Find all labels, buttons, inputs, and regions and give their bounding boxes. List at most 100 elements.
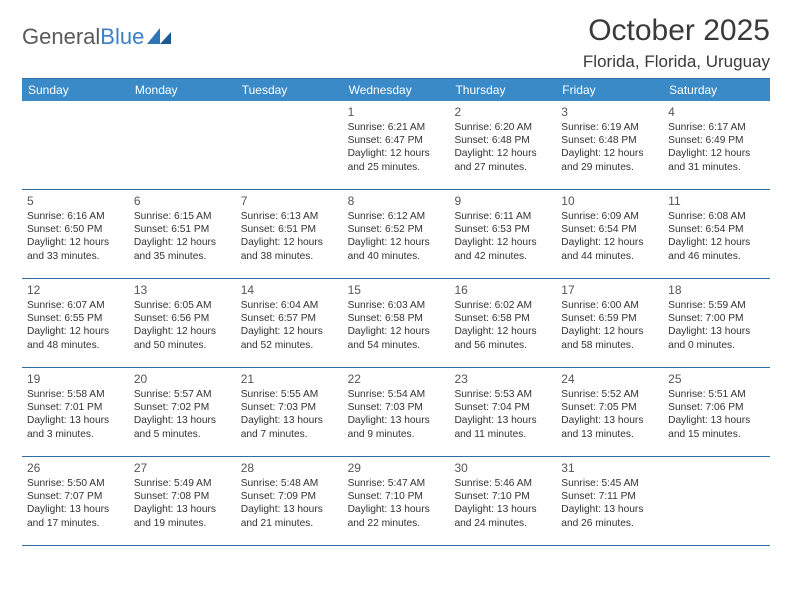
day-detail-line: and 38 minutes. [241, 250, 338, 263]
day-detail-line: Sunset: 6:51 PM [241, 223, 338, 236]
day-detail-line: Daylight: 13 hours [134, 503, 231, 516]
day-number: 6 [134, 194, 231, 209]
day-cell: 15Sunrise: 6:03 AMSunset: 6:58 PMDayligh… [343, 279, 450, 367]
day-cell: 21Sunrise: 5:55 AMSunset: 7:03 PMDayligh… [236, 368, 343, 456]
day-detail-line: and 3 minutes. [27, 428, 124, 441]
day-detail-line: and 40 minutes. [348, 250, 445, 263]
day-detail-line: Daylight: 13 hours [561, 414, 658, 427]
logo-text: GeneralBlue [22, 24, 144, 50]
day-detail-line: Sunrise: 6:20 AM [454, 121, 551, 134]
day-detail-line: Sunrise: 6:19 AM [561, 121, 658, 134]
day-detail-line: Sunset: 7:11 PM [561, 490, 658, 503]
day-detail-line: Sunrise: 5:58 AM [27, 388, 124, 401]
day-detail-line: and 11 minutes. [454, 428, 551, 441]
day-detail-line: and 50 minutes. [134, 339, 231, 352]
day-detail-line: and 31 minutes. [668, 161, 765, 174]
day-detail-line: Sunset: 6:48 PM [454, 134, 551, 147]
day-cell: 28Sunrise: 5:48 AMSunset: 7:09 PMDayligh… [236, 457, 343, 545]
day-number: 30 [454, 461, 551, 476]
day-cell: 26Sunrise: 5:50 AMSunset: 7:07 PMDayligh… [22, 457, 129, 545]
day-detail-line: Daylight: 12 hours [134, 325, 231, 338]
day-cell: 14Sunrise: 6:04 AMSunset: 6:57 PMDayligh… [236, 279, 343, 367]
day-detail-line: Sunrise: 5:57 AM [134, 388, 231, 401]
day-number: 29 [348, 461, 445, 476]
day-detail-line: and 46 minutes. [668, 250, 765, 263]
day-detail-line: Sunset: 7:02 PM [134, 401, 231, 414]
day-cell: 11Sunrise: 6:08 AMSunset: 6:54 PMDayligh… [663, 190, 770, 278]
day-detail-line: and 5 minutes. [134, 428, 231, 441]
day-detail-line: Daylight: 13 hours [454, 414, 551, 427]
day-number: 5 [27, 194, 124, 209]
logo-text-blue: Blue [100, 24, 144, 49]
day-number: 19 [27, 372, 124, 387]
day-header: Friday [556, 79, 663, 101]
day-number: 16 [454, 283, 551, 298]
day-number: 23 [454, 372, 551, 387]
day-detail-line: Daylight: 13 hours [27, 414, 124, 427]
day-cell: 29Sunrise: 5:47 AMSunset: 7:10 PMDayligh… [343, 457, 450, 545]
day-detail-line: Sunrise: 6:16 AM [27, 210, 124, 223]
day-detail-line: Sunset: 6:58 PM [348, 312, 445, 325]
day-detail-line: Daylight: 13 hours [348, 503, 445, 516]
day-number: 26 [27, 461, 124, 476]
day-number: 12 [27, 283, 124, 298]
day-detail-line: and 27 minutes. [454, 161, 551, 174]
day-detail-line: and 25 minutes. [348, 161, 445, 174]
day-detail-line: Sunset: 6:57 PM [241, 312, 338, 325]
day-number: 11 [668, 194, 765, 209]
day-detail-line: Sunrise: 5:55 AM [241, 388, 338, 401]
day-number: 14 [241, 283, 338, 298]
day-detail-line: Sunrise: 6:00 AM [561, 299, 658, 312]
day-cell: 23Sunrise: 5:53 AMSunset: 7:04 PMDayligh… [449, 368, 556, 456]
day-detail-line: Sunrise: 6:13 AM [241, 210, 338, 223]
day-cell: 7Sunrise: 6:13 AMSunset: 6:51 PMDaylight… [236, 190, 343, 278]
day-detail-line: Daylight: 12 hours [241, 236, 338, 249]
day-detail-line: and 52 minutes. [241, 339, 338, 352]
day-detail-line: Sunset: 6:48 PM [561, 134, 658, 147]
day-detail-line: and 44 minutes. [561, 250, 658, 263]
month-title: October 2025 [583, 14, 770, 48]
day-detail-line: Sunrise: 6:04 AM [241, 299, 338, 312]
day-detail-line: Sunset: 7:05 PM [561, 401, 658, 414]
day-detail-line: and 0 minutes. [668, 339, 765, 352]
day-cell-empty [236, 101, 343, 189]
day-header: Sunday [22, 79, 129, 101]
day-detail-line: Sunset: 6:56 PM [134, 312, 231, 325]
day-header: Tuesday [236, 79, 343, 101]
day-number: 25 [668, 372, 765, 387]
day-detail-line: Sunrise: 5:50 AM [27, 477, 124, 490]
day-cell: 20Sunrise: 5:57 AMSunset: 7:02 PMDayligh… [129, 368, 236, 456]
day-number: 7 [241, 194, 338, 209]
day-detail-line: Sunrise: 6:08 AM [668, 210, 765, 223]
day-detail-line: Sunrise: 5:49 AM [134, 477, 231, 490]
day-detail-line: Sunrise: 6:17 AM [668, 121, 765, 134]
day-detail-line: Daylight: 12 hours [454, 147, 551, 160]
day-cell-empty [663, 457, 770, 545]
day-detail-line: and 35 minutes. [134, 250, 231, 263]
day-detail-line: Daylight: 12 hours [454, 236, 551, 249]
day-detail-line: Sunset: 7:09 PM [241, 490, 338, 503]
week-row: 5Sunrise: 6:16 AMSunset: 6:50 PMDaylight… [22, 190, 770, 279]
day-detail-line: and 9 minutes. [348, 428, 445, 441]
day-cell: 13Sunrise: 6:05 AMSunset: 6:56 PMDayligh… [129, 279, 236, 367]
day-detail-line: Daylight: 12 hours [561, 147, 658, 160]
day-cell: 6Sunrise: 6:15 AMSunset: 6:51 PMDaylight… [129, 190, 236, 278]
day-detail-line: Sunrise: 6:05 AM [134, 299, 231, 312]
day-number: 18 [668, 283, 765, 298]
day-detail-line: and 26 minutes. [561, 517, 658, 530]
day-detail-line: and 29 minutes. [561, 161, 658, 174]
day-number: 3 [561, 105, 658, 120]
day-detail-line: Sunset: 7:00 PM [668, 312, 765, 325]
day-detail-line: Daylight: 13 hours [454, 503, 551, 516]
day-number: 2 [454, 105, 551, 120]
day-detail-line: Sunset: 6:59 PM [561, 312, 658, 325]
day-cell: 10Sunrise: 6:09 AMSunset: 6:54 PMDayligh… [556, 190, 663, 278]
day-detail-line: and 24 minutes. [454, 517, 551, 530]
day-cell: 9Sunrise: 6:11 AMSunset: 6:53 PMDaylight… [449, 190, 556, 278]
calendar-grid: SundayMondayTuesdayWednesdayThursdayFrid… [22, 78, 770, 546]
day-detail-line: Sunset: 6:53 PM [454, 223, 551, 236]
day-detail-line: Sunset: 7:10 PM [348, 490, 445, 503]
day-detail-line: Sunset: 6:51 PM [134, 223, 231, 236]
day-detail-line: Sunrise: 5:51 AM [668, 388, 765, 401]
day-detail-line: Daylight: 13 hours [241, 414, 338, 427]
